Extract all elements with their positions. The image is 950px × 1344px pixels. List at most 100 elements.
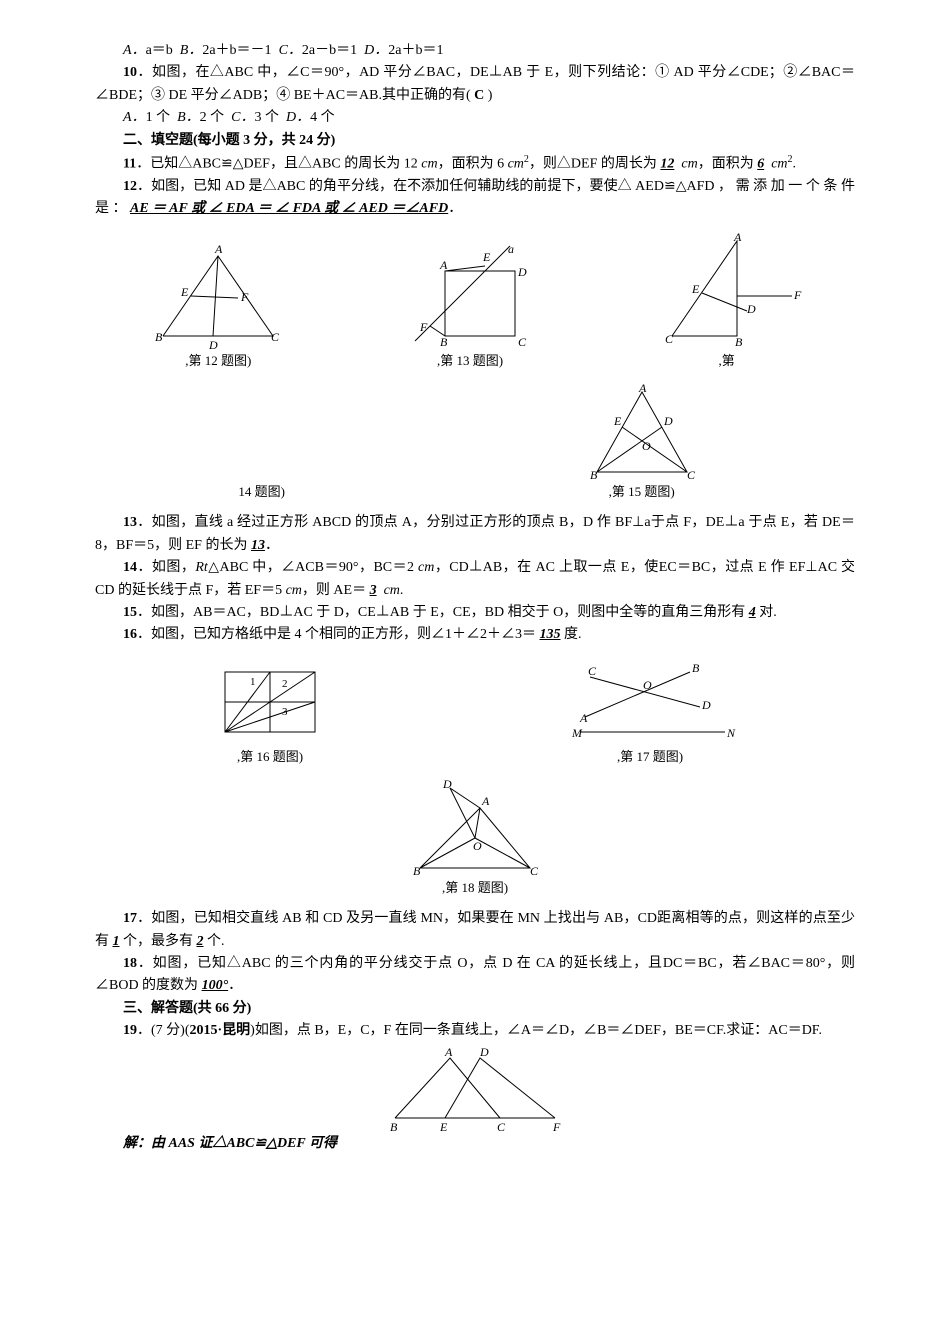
q14-pre: ．如图， (137, 560, 195, 575)
opt-val: 2 个 (200, 110, 225, 125)
svg-text:A: A (444, 1045, 453, 1059)
svg-text:D: D (442, 778, 452, 791)
fig-row-3: 1 2 3 ,第 16 题图) C B A D O M N ,第 17 题图) (95, 657, 855, 768)
svg-text:B: B (155, 330, 163, 344)
q16-num: 16 (123, 627, 137, 642)
fig19-svg: A D B E C F (375, 1043, 575, 1133)
q19: 19．(7 分)(2015·昆明)如图，点 B，E，C，F 在同一条直线上，∠A… (95, 1020, 855, 1042)
q18-ans: 100° (202, 978, 229, 993)
fig12: A B C D E F ,第 12 题图) (143, 241, 293, 372)
q11-mid1: ，面积为 6 (438, 157, 508, 172)
svg-text:D: D (517, 265, 527, 279)
svg-text:B: B (692, 661, 700, 675)
fig17-svg: C B A D O M N (560, 657, 740, 747)
svg-text:C: C (271, 330, 280, 344)
q17-num: 17 (123, 911, 137, 926)
q15: 15．如图，AB＝AC，BD⊥AC 于 D，CE⊥AB 于 E，CE，BD 相交… (95, 602, 855, 624)
sol19: 解：由 AAS 证△ABC≌△DEF 可得 (95, 1133, 855, 1155)
svg-text:C: C (497, 1120, 506, 1133)
opt-val: 1 个 (146, 110, 171, 125)
svg-text:D: D (479, 1045, 489, 1059)
q17-tail: 个. (207, 934, 225, 949)
q11-mid2: ，则△DEF 的周长为 (529, 157, 657, 172)
svg-text:A: A (481, 794, 490, 808)
svg-text:D: D (208, 338, 218, 351)
fig16-svg: 1 2 3 (210, 657, 330, 747)
unit: cm (286, 583, 302, 598)
svg-text:O: O (642, 439, 651, 453)
fig18: D A B C O ,第 18 题图) (395, 778, 555, 899)
q14: 14．如图，Rt△ABC 中，∠ACB＝90°，BC＝2 cm，CD⊥AB，在 … (95, 557, 855, 602)
svg-text:B: B (440, 335, 448, 349)
q19-text: ．(7 分)( (137, 1023, 190, 1038)
fig14-suf: ,第 (719, 353, 735, 368)
q16-tail: 度. (564, 627, 582, 642)
svg-text:F: F (552, 1120, 561, 1133)
fig14: A C B E D F ,第 (647, 231, 807, 372)
rt: Rt (195, 560, 207, 575)
svg-text:B: B (390, 1120, 398, 1133)
svg-text:E: E (613, 414, 622, 428)
fig16-caption: ,第 16 题图) (237, 749, 303, 764)
q16-text: ．如图，已知方格纸中是 4 个相同的正方形，则∠1＋∠2＋∠3＝ (137, 627, 536, 642)
section-3-heading: 三、解答题(共 66 分) (95, 998, 855, 1020)
q18-num: 18 (123, 956, 137, 971)
q19-num: 19 (123, 1023, 137, 1038)
svg-text:A: A (439, 258, 448, 272)
q11-ans1: 12 (660, 157, 674, 172)
fig-row-1: A B C D E F ,第 12 题图) a A D B C E F ,第 1… (95, 231, 855, 372)
svg-text:E: E (439, 1120, 448, 1133)
svg-text:C: C (530, 864, 539, 878)
fig14-cap: 14 题图) (238, 484, 285, 499)
q14-mid3: ，则 AE＝ (302, 583, 366, 598)
q19-rest: )如图，点 B，E，C，F 在同一条直线上，∠A＝∠D，∠B＝∠DEF，BE＝C… (250, 1023, 822, 1038)
q17-ans2: 2 (197, 934, 204, 949)
opt-C-letter: C． (279, 43, 302, 58)
opt-label: A． (123, 110, 146, 125)
svg-text:N: N (726, 726, 736, 740)
q12-num: 12 (123, 179, 137, 194)
q16: 16．如图，已知方格纸中是 4 个相同的正方形，则∠1＋∠2＋∠3＝ 135 度… (95, 624, 855, 646)
fig18-caption: ,第 18 题图) (442, 880, 508, 895)
q9-options: A．a＝b B．2a＋b＝－1 C．2a－b＝1 D．2a＋b＝1 (95, 40, 855, 62)
svg-text:C: C (665, 332, 674, 346)
svg-text:A: A (638, 382, 647, 395)
unit: cm (384, 583, 400, 598)
opt-val: 3 个 (254, 110, 279, 125)
svg-text:a: a (508, 242, 514, 256)
q17: 17．如图，已知相交直线 AB 和 CD 及另一直线 MN，如果要在 MN 上找… (95, 908, 855, 953)
q11-tail: . (793, 157, 797, 172)
svg-text:D: D (701, 698, 711, 712)
q15-ans: 4 (749, 605, 756, 620)
q10-tail: ) (484, 88, 492, 103)
svg-text:F: F (419, 320, 428, 334)
opt-label: D． (286, 110, 310, 125)
opt-val: 4 个 (310, 110, 335, 125)
q14-tail: . (400, 583, 404, 598)
unit: cm (681, 157, 697, 172)
q14-num: 14 (123, 560, 137, 575)
svg-text:B: B (413, 864, 421, 878)
q10-ans: C (474, 88, 484, 103)
opt-D-text: 2a＋b＝1 (388, 43, 443, 58)
q15-text: ．如图，AB＝AC，BD⊥AC 于 D，CE⊥AB 于 E，CE，BD 相交于 … (137, 605, 745, 620)
q10: 10．如图，在△ABC 中，∠C＝90°，AD 平分∠BAC，DE⊥AB 于 E… (95, 62, 855, 107)
q13-tail: ． (265, 538, 279, 553)
q10-num: 10 (123, 65, 137, 80)
q10-options: A．1 个 B．2 个 C．3 个 D．4 个 (95, 107, 855, 129)
q17-ans1: 1 (113, 934, 120, 949)
fig12-svg: A B C D E F (143, 241, 293, 351)
opt-A-letter: A． (123, 43, 146, 58)
svg-text:C: C (518, 335, 527, 349)
opt-D-letter: D． (364, 43, 388, 58)
svg-text:F: F (240, 290, 249, 304)
svg-text:D: D (746, 302, 756, 316)
fig12-caption: ,第 12 题图) (185, 353, 251, 368)
q18: 18．如图，已知△ABC 的三个内角的平分线交于点 O，点 D 在 CA 的延长… (95, 953, 855, 998)
fig-row-4: D A B C O ,第 18 题图) (95, 778, 855, 899)
opt-C-text: 2a－b＝1 (302, 43, 357, 58)
unit: cm (421, 157, 437, 172)
q11-pre: ．已知△ABC≌△DEF，且△ABC 的周长为 12 (136, 157, 421, 172)
q11-ans2: 6 (757, 157, 764, 172)
svg-text:1: 1 (250, 676, 256, 688)
